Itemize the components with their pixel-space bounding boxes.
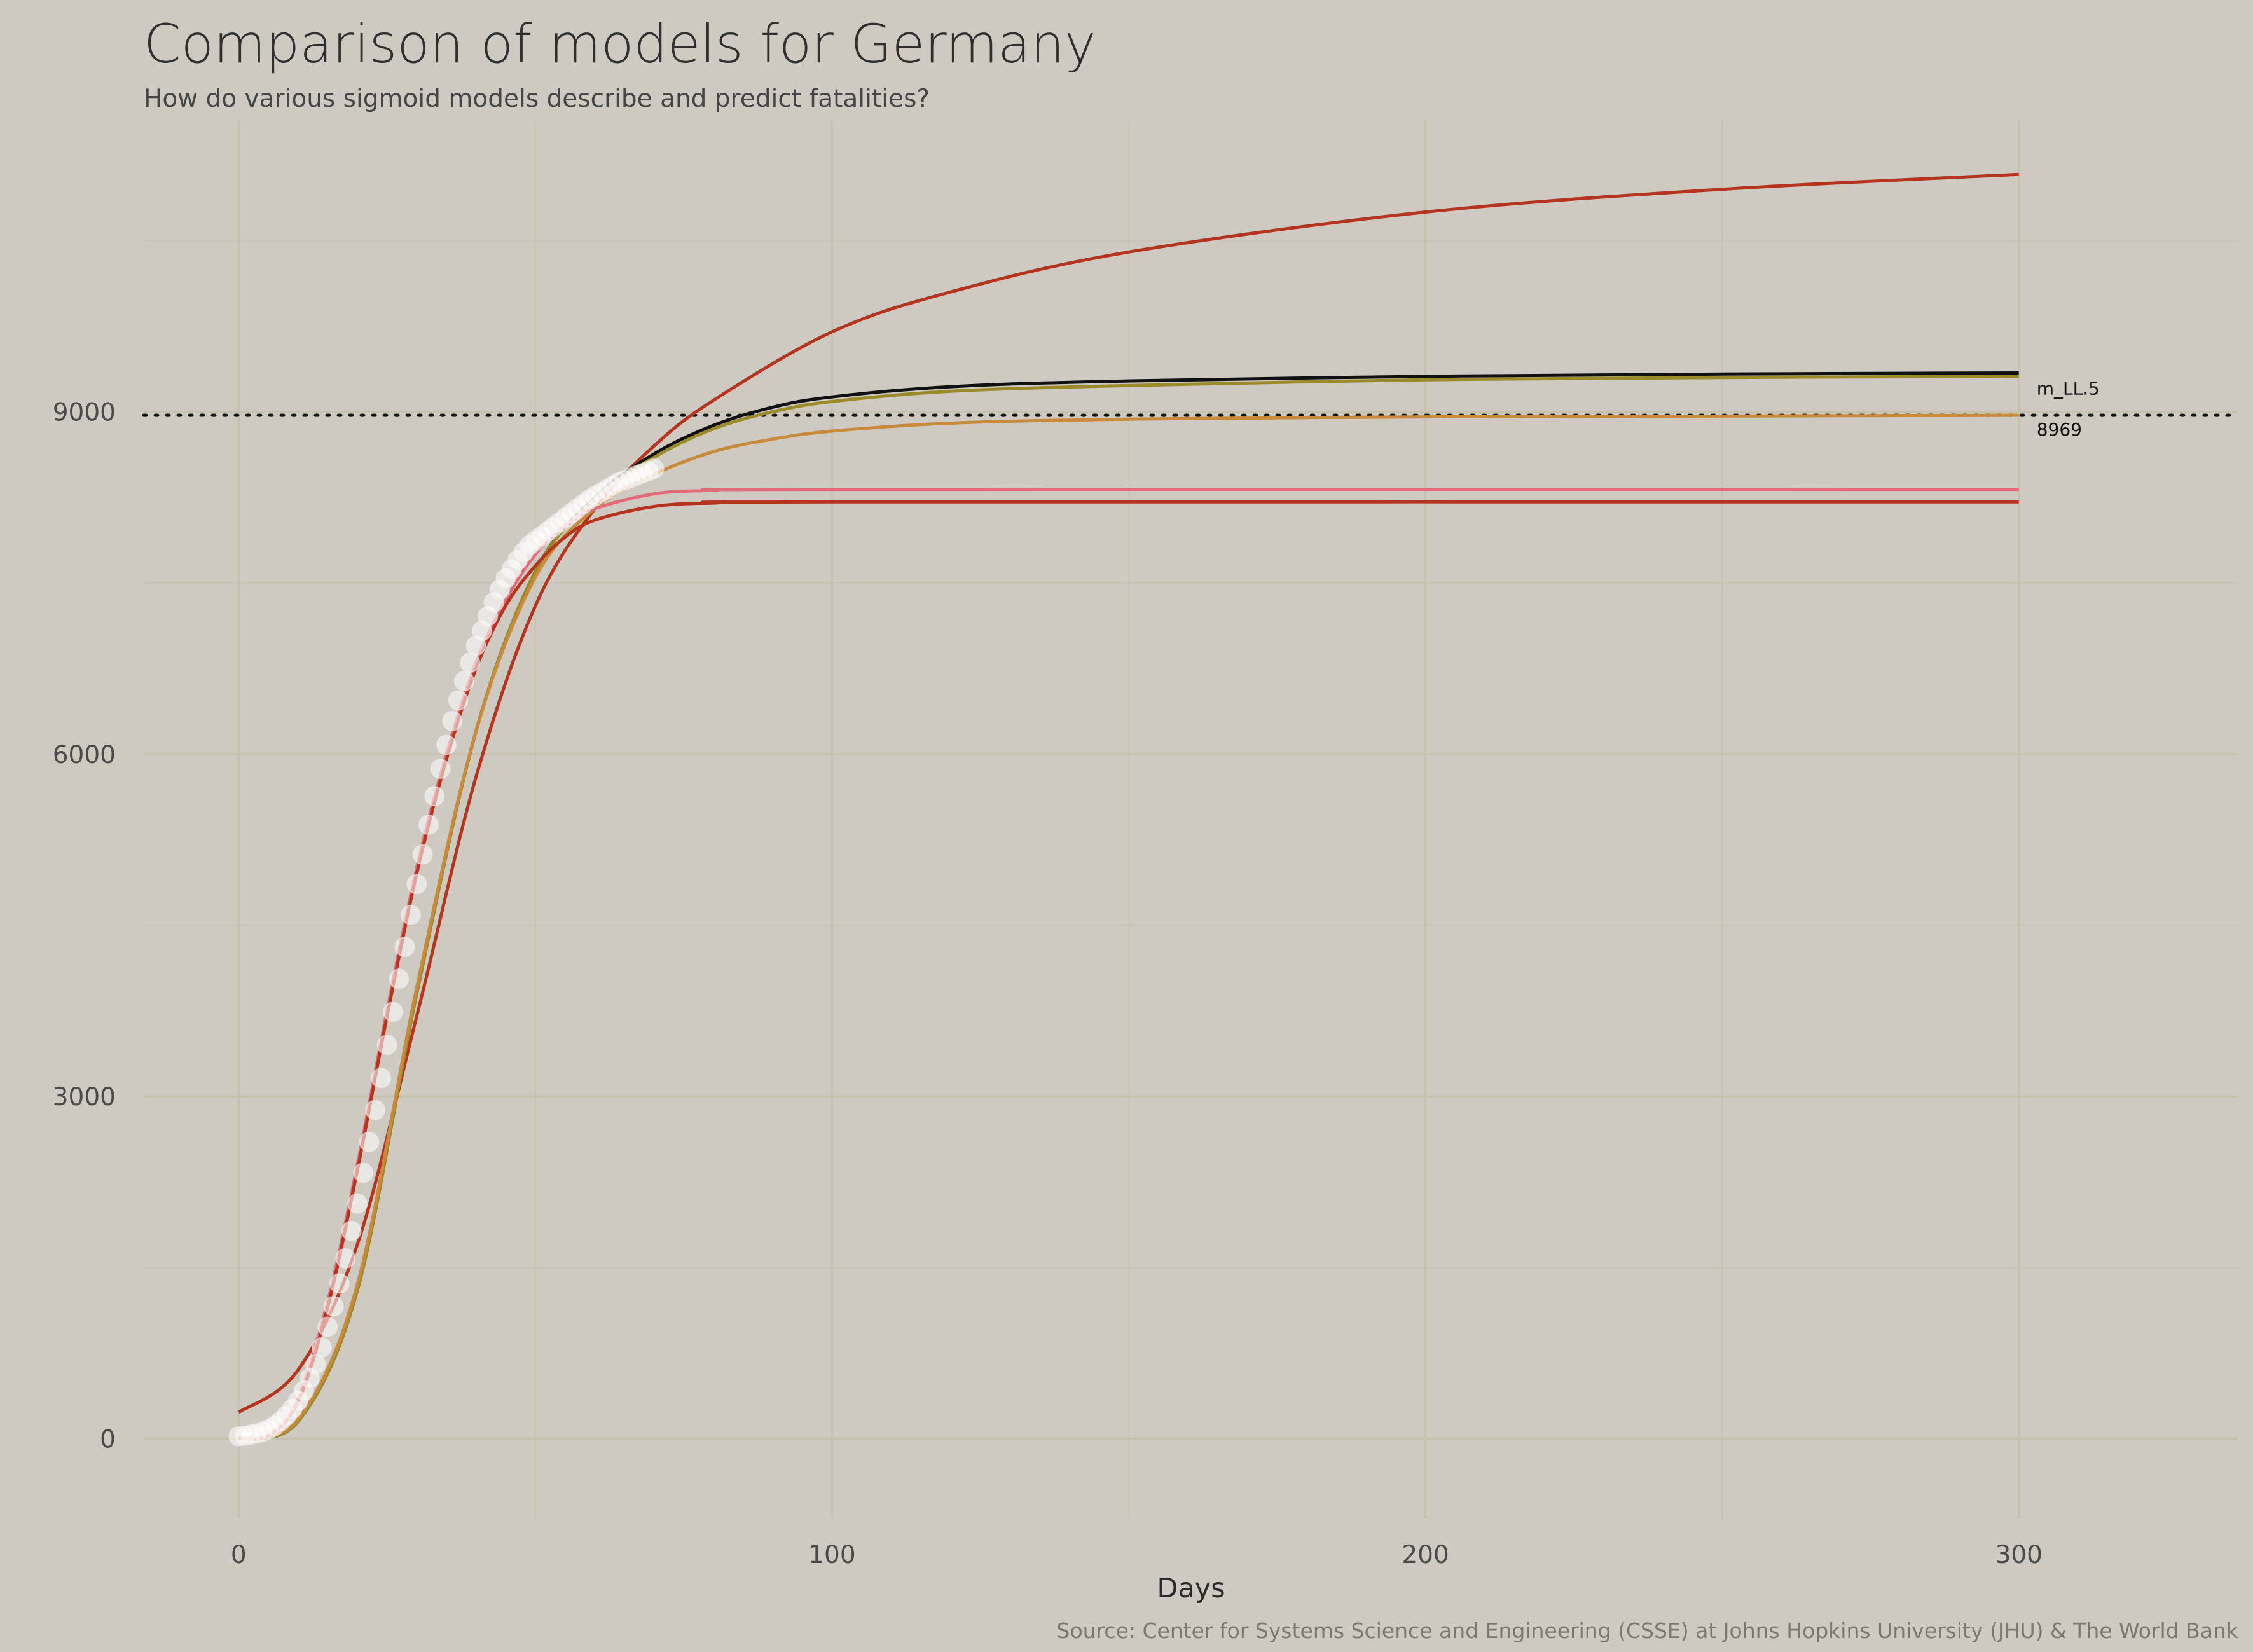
y-tick-label: 9000 [53, 399, 116, 427]
x-axis-ticks: 0 100 200 300 [231, 1541, 2043, 1569]
x-tick-label: 300 [1995, 1541, 2043, 1569]
observed-point [347, 1193, 368, 1214]
observed-point [389, 968, 410, 989]
observed-point [341, 1220, 362, 1241]
annotations: m_LL.5 8969 [2037, 378, 2100, 441]
annotation-label: 8969 [2037, 419, 2082, 440]
observed-point [460, 652, 481, 673]
observed-point [430, 759, 451, 780]
chart-subtitle: How do various sigmoid models describe a… [144, 85, 930, 113]
minor-gridlines [144, 121, 2238, 1518]
observed-point [382, 1002, 403, 1022]
observed-point [400, 904, 421, 925]
annotation-label: m_LL.5 [2037, 378, 2100, 399]
observed-points [228, 458, 665, 1447]
observed-point [376, 1035, 397, 1056]
observed-point [364, 1099, 385, 1120]
y-axis-ticks: 0 3000 6000 9000 [53, 399, 116, 1454]
observed-point [329, 1273, 350, 1294]
observed-point [448, 690, 469, 711]
y-tick-label: 3000 [53, 1083, 116, 1112]
observed-point [424, 786, 445, 807]
observed-point [418, 815, 439, 836]
observed-point [323, 1296, 344, 1317]
x-tick-label: 0 [231, 1541, 247, 1569]
x-tick-label: 100 [808, 1541, 855, 1569]
observed-point [453, 670, 474, 691]
observed-point [436, 734, 457, 755]
observed-point [406, 874, 427, 895]
series-line-4 [238, 413, 2019, 1440]
y-tick-label: 0 [100, 1425, 116, 1454]
observed-point [412, 844, 433, 865]
observed-point [371, 1068, 392, 1089]
y-tick-label: 6000 [53, 741, 116, 769]
observed-point [335, 1248, 356, 1269]
x-axis-label: Days [1157, 1573, 1225, 1604]
observed-point [353, 1162, 374, 1183]
observed-point [317, 1316, 338, 1337]
x-tick-label: 200 [1402, 1541, 1449, 1569]
observed-point [394, 937, 415, 958]
chart-title: Comparison of models for Germany [144, 13, 1096, 75]
chart-caption: Source: Center for Systems Science and E… [1057, 1618, 2239, 1643]
observed-point [644, 458, 665, 479]
observed-point [311, 1337, 332, 1358]
observed-point [442, 710, 463, 731]
major-gridlines [144, 121, 2238, 1518]
observed-point [359, 1131, 380, 1152]
observed-point [305, 1354, 326, 1375]
